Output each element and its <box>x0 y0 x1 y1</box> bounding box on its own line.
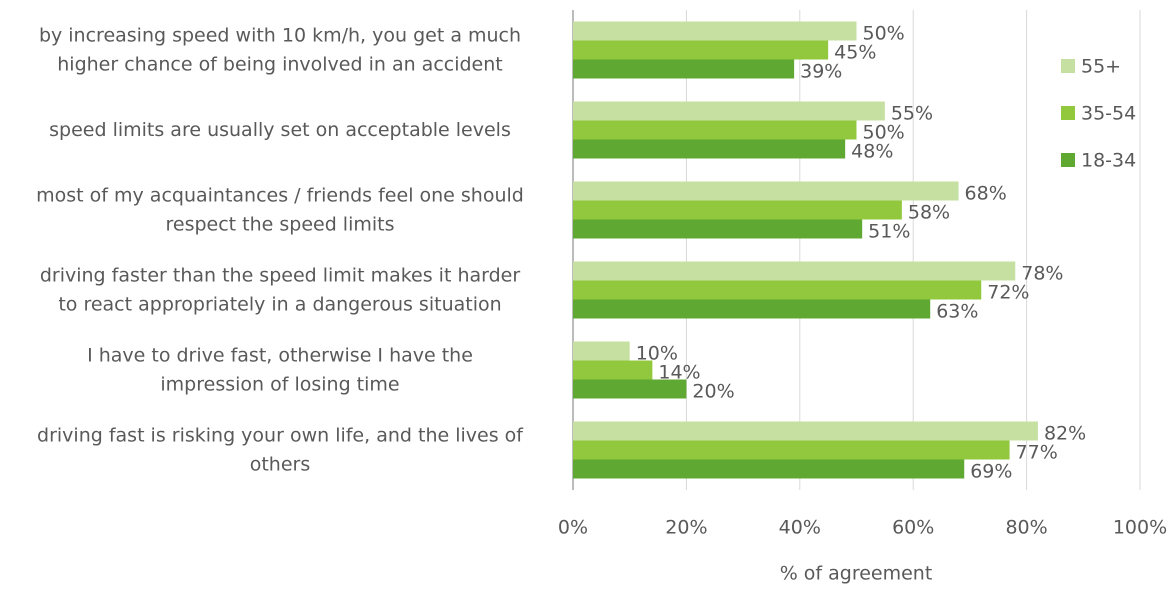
x-tick-label: 20% <box>665 517 707 539</box>
data-label: 69% <box>970 461 1012 483</box>
legend-label: 35-54 <box>1081 103 1136 125</box>
category-label-line: to react appropriately in a dangerous si… <box>58 293 501 315</box>
legend-label: 18-34 <box>1081 150 1136 172</box>
data-label: 63% <box>936 301 978 323</box>
legend-swatch <box>1061 106 1075 120</box>
data-label: 77% <box>1016 442 1058 464</box>
data-label: 58% <box>908 202 950 224</box>
category-label-line: driving fast is risking your own life, a… <box>37 424 524 446</box>
bar <box>573 181 959 201</box>
data-label: 14% <box>658 362 700 384</box>
data-label: 55% <box>891 103 933 125</box>
category-label: I have to drive fast, otherwise I have t… <box>87 344 473 395</box>
bar <box>573 280 982 300</box>
bar <box>573 101 885 121</box>
x-tick-label: 80% <box>1005 517 1047 539</box>
bar <box>573 120 857 140</box>
x-axis-label: % of agreement <box>780 563 933 585</box>
category-label-line: impression of losing time <box>160 373 399 395</box>
bar <box>573 299 931 319</box>
x-tick-label: 60% <box>892 517 934 539</box>
category-label: driving faster than the speed limit make… <box>40 264 521 315</box>
data-label: 50% <box>863 23 905 45</box>
category-label: by increasing speed with 10 km/h, you ge… <box>39 24 521 75</box>
category-label-line: speed limits are usually set on acceptab… <box>49 119 511 141</box>
bar <box>573 459 965 479</box>
data-label: 82% <box>1044 423 1086 445</box>
x-tick-label: 0% <box>558 517 588 539</box>
category-label: most of my acquaintances / friends feel … <box>36 184 524 235</box>
category-label: driving fast is risking your own life, a… <box>37 424 524 475</box>
data-label: 39% <box>800 61 842 83</box>
category-label-line: higher chance of being involved in an ac… <box>57 53 502 75</box>
bar <box>573 421 1038 441</box>
bar <box>573 21 857 41</box>
x-tick-label: 100% <box>1113 517 1167 539</box>
bar <box>573 341 630 361</box>
bar <box>573 219 863 239</box>
legend-label: 55+ <box>1081 56 1121 78</box>
category-label-line: most of my acquaintances / friends feel … <box>36 184 524 206</box>
bar <box>573 440 1010 460</box>
category-label: speed limits are usually set on acceptab… <box>49 119 511 141</box>
category-label-line: driving faster than the speed limit make… <box>40 264 521 286</box>
category-label-line: by increasing speed with 10 km/h, you ge… <box>39 24 521 46</box>
data-label: 20% <box>692 381 734 403</box>
category-label-line: I have to drive fast, otherwise I have t… <box>87 344 473 366</box>
bar <box>573 59 795 79</box>
data-label: 72% <box>987 282 1029 304</box>
data-label: 68% <box>965 183 1007 205</box>
data-label: 78% <box>1021 263 1063 285</box>
legend-swatch <box>1061 153 1075 167</box>
bar <box>573 139 846 159</box>
category-label-line: others <box>250 453 311 475</box>
data-label: 45% <box>834 42 876 64</box>
legend-swatch <box>1061 59 1075 73</box>
data-label: 10% <box>636 343 678 365</box>
bar <box>573 200 902 220</box>
data-label: 50% <box>863 122 905 144</box>
bar <box>573 379 687 399</box>
x-tick-label: 40% <box>779 517 821 539</box>
bar <box>573 40 829 60</box>
data-label: 51% <box>868 221 910 243</box>
bar <box>573 261 1016 281</box>
data-label: 48% <box>851 141 893 163</box>
category-label-line: respect the speed limits <box>165 213 394 235</box>
bar <box>573 360 653 380</box>
